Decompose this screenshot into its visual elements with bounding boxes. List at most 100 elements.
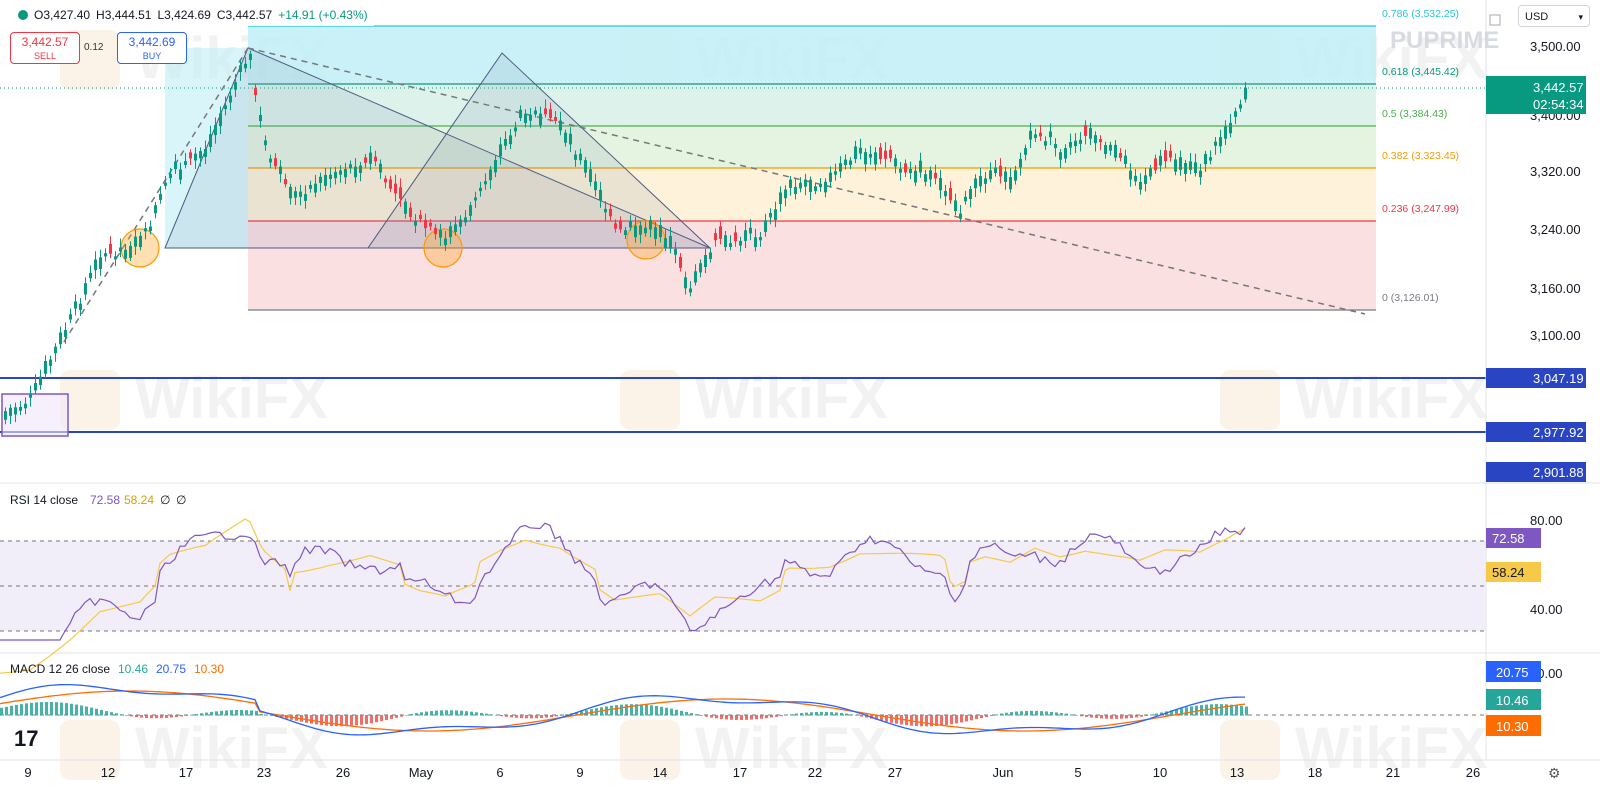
candle-body <box>129 245 132 258</box>
candle-body <box>1109 144 1112 151</box>
macd-histogram-bar <box>730 715 733 720</box>
candle-body <box>879 147 882 160</box>
candle-body <box>234 82 237 90</box>
candle-body <box>759 237 762 241</box>
macd-histogram-bar <box>665 707 668 716</box>
macd-histogram-bar <box>715 715 718 719</box>
candle-body <box>269 158 272 163</box>
time-axis-label: 9 <box>24 765 31 780</box>
macd-histogram-bar <box>1185 707 1188 716</box>
wikifx-watermark: WikiFX <box>620 366 888 431</box>
candle-body <box>29 394 32 398</box>
candle-body <box>989 170 992 180</box>
fib-level-label: 0.236 (3,247.99) <box>1382 203 1459 215</box>
candle-body <box>44 360 47 374</box>
macd-histogram-bar <box>760 715 763 719</box>
candle-body <box>1114 144 1117 158</box>
macd-histogram-bar <box>1230 704 1233 716</box>
macd-histogram-bar <box>1085 715 1088 717</box>
candle-body <box>799 182 802 189</box>
macd-histogram-bar <box>550 715 553 718</box>
rsi-value-tag <box>1486 528 1541 548</box>
candle-body <box>1129 170 1132 180</box>
macd-histogram-bar <box>755 715 758 720</box>
candle-body <box>94 259 97 271</box>
macd-histogram-bar <box>660 706 663 716</box>
macd-histogram-bar <box>1105 715 1108 719</box>
candle-body <box>79 303 82 310</box>
macd-histogram-bar <box>1030 710 1033 716</box>
macd-line <box>0 683 1245 736</box>
macd-histogram-bar <box>225 710 228 716</box>
candle-body <box>979 176 982 187</box>
candle-body <box>744 230 747 241</box>
macd-histogram-bar <box>890 715 893 723</box>
buy-button[interactable]: 3,442.69 BUY <box>117 32 187 64</box>
macd-histogram-bar <box>440 710 443 716</box>
macd-histogram-bar <box>1175 709 1178 716</box>
macd-histogram-bar <box>55 702 58 716</box>
candle-body <box>769 212 772 218</box>
macd-histogram-bar <box>390 715 393 719</box>
market-status-icon <box>18 10 28 20</box>
candles-group <box>4 50 1247 425</box>
macd-signal-tag <box>1486 715 1541 736</box>
currency-label: USD <box>1525 11 1549 23</box>
candle-body <box>469 205 472 216</box>
candle-body <box>544 108 547 115</box>
macd-histogram-bar <box>65 703 68 716</box>
rsi-line <box>0 522 1246 641</box>
macd-histogram-bar <box>415 713 418 716</box>
macd-histogram-bar <box>580 711 583 716</box>
candle-body <box>934 172 937 179</box>
candle-body <box>964 196 967 202</box>
level-tag-value: 2,901.88 <box>1533 465 1584 480</box>
candle-body <box>1104 145 1107 154</box>
macd-histogram-bar <box>460 710 463 716</box>
currency-select[interactable]: USD ▾ <box>1518 5 1590 27</box>
candle-body <box>849 160 852 165</box>
macd-histogram-bar <box>745 715 748 720</box>
macd-histogram-bar <box>795 713 798 716</box>
macd-histogram-bar <box>610 705 613 716</box>
macd-histogram-bar <box>820 711 823 716</box>
candle-body <box>164 182 167 186</box>
macd-histogram-bar <box>970 715 973 721</box>
candle-body <box>414 221 417 226</box>
macd-histogram-bar <box>1015 711 1018 716</box>
macd-histogram-bar <box>0 707 3 716</box>
fib-zone <box>248 84 1376 126</box>
candle-body <box>784 189 787 199</box>
fib-zone <box>248 126 1376 168</box>
candle-body <box>839 163 842 172</box>
price-axis-tick: 3,500.00 <box>1530 39 1581 54</box>
macd-histogram-bar <box>85 706 88 716</box>
candle-body <box>204 148 207 157</box>
candle-body <box>984 178 987 184</box>
wikifx-watermark-text: WikiFX <box>135 716 328 781</box>
macd-histogram-bar <box>325 715 328 726</box>
macd-histogram-bar <box>420 712 423 716</box>
macd-histogram-bar <box>710 715 713 718</box>
macd-histogram-bar <box>695 714 698 716</box>
macd-histogram-bar <box>720 715 723 719</box>
macd-histogram-bar <box>395 715 398 718</box>
sell-button[interactable]: 3,442.57 SELL <box>10 32 80 64</box>
current-price-value: 3,442.57 <box>1533 80 1584 95</box>
candle-body <box>709 252 712 259</box>
macd-histogram-bar <box>960 715 963 723</box>
rsi-tick: 40.00 <box>1530 602 1563 617</box>
current-price-tag <box>1486 76 1586 114</box>
wikifx-watermark: WikiFX <box>60 366 328 431</box>
price-axis-tick: 3,320.00 <box>1530 164 1581 179</box>
fib-zone <box>248 168 1376 221</box>
macd-hist-tag <box>1486 689 1541 710</box>
candle-body <box>354 166 357 178</box>
candle-body <box>1229 122 1232 134</box>
candle-body <box>274 158 277 167</box>
candle-body <box>459 219 462 227</box>
macd-histogram-bar <box>700 715 703 716</box>
macd-histogram-bar <box>1060 713 1063 716</box>
candle-body <box>629 221 632 228</box>
